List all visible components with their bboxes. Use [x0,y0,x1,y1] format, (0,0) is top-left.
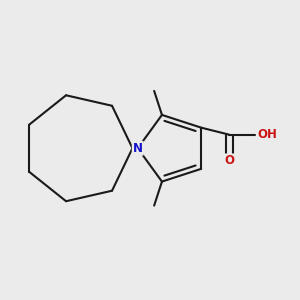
Text: OH: OH [257,128,277,141]
Text: O: O [224,154,234,167]
Text: N: N [133,142,143,155]
